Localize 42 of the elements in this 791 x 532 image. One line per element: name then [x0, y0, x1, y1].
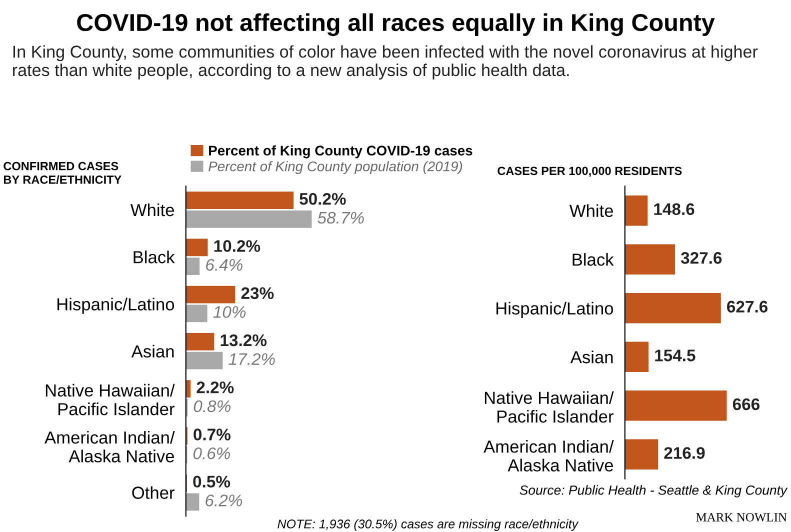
data-label: 216.9: [664, 447, 705, 459]
y-tick-label: Native Hawaiian/ Pacific Islander: [484, 391, 614, 423]
data-label: 327.6: [680, 252, 722, 264]
data-label: 0.6%: [193, 447, 230, 460]
y-tick-label: American Indian/ Alaska Native: [44, 430, 175, 462]
data-label: 17.2%: [228, 353, 275, 365]
y-tick-label: White: [569, 204, 614, 218]
text: COVID-19 not affecting all races equally in King County: [77, 13, 715, 36]
data-label: 6.2%: [206, 494, 242, 506]
y-tick-label: Black: [134, 250, 175, 264]
data-label: 2.2%: [196, 381, 234, 394]
y-tick-label: Black: [572, 253, 614, 266]
data-label: 58.7%: [318, 212, 364, 224]
y-tick-label: Hispanic/Latino: [496, 302, 614, 318]
y-tick-label: Asian: [131, 344, 174, 358]
data-label: 666: [732, 398, 760, 410]
y-tick-label: Native Hawaiian/ Pacific Islander: [46, 384, 175, 416]
y-tick-label: Other: [132, 486, 174, 499]
text: NOTE: 1,936 (30.5%) cases are missing race/ethnicity: [278, 519, 579, 531]
data-label: 13.2%: [220, 334, 267, 346]
data-label: 50.2%: [300, 193, 346, 205]
text: In King County, some communities of color have been infected with the novel coronavirus at higher rates than white people, according to a new analysis of public health data.: [13, 45, 758, 80]
data-label: 6.4%: [206, 258, 242, 271]
data-label: 10.2%: [214, 240, 260, 252]
text: MARK NOWLIN: [696, 513, 787, 522]
y-tick-label: American Indian/ Alaska Native: [484, 440, 614, 472]
legend-label: Percent of King County population (2019): [208, 161, 462, 174]
legend-label: Percent of King County COVID-19 cases: [209, 145, 472, 158]
data-label: 0.5%: [193, 476, 230, 488]
data-label: 0.7%: [194, 428, 230, 440]
data-label: 10%: [213, 306, 246, 318]
y-tick-label: Hispanic/Latino: [58, 298, 174, 314]
data-label: 154.5: [655, 350, 696, 362]
y-axis-title: CONFIRMED CASES BY RACE/ETHNICITY: [4, 162, 122, 184]
source-note: Source: Public Health - Seattle & King County: [520, 485, 788, 498]
data-label: 0.8%: [194, 400, 230, 412]
data-label: 148.6: [654, 203, 694, 216]
y-tick-label: White: [130, 203, 174, 216]
chart-title: CASES PER 100,000 RESIDENTS: [498, 166, 682, 177]
data-label: 627.6: [727, 300, 768, 313]
y-tick-label: Asian: [570, 350, 613, 364]
data-label: 23%: [241, 287, 274, 300]
